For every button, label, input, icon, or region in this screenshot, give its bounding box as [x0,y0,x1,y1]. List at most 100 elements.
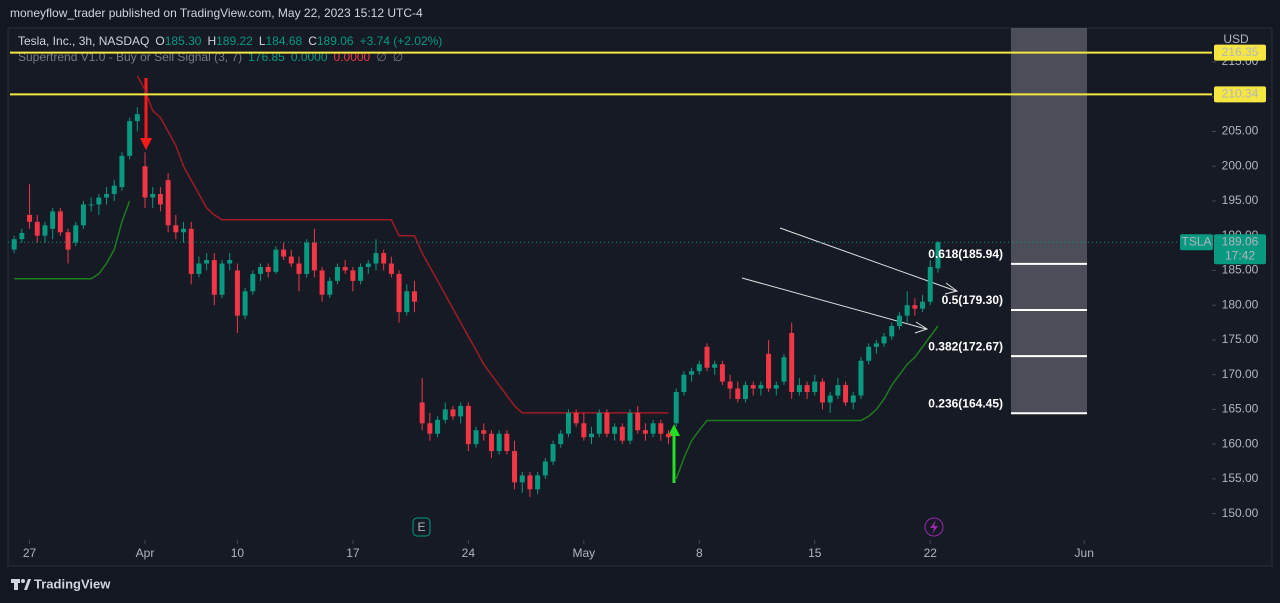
candle-body [742,385,748,399]
candle-body [689,371,695,375]
y-tick-label: 165.00 [1222,402,1259,416]
candle-body [381,253,387,264]
candle-body [858,360,864,396]
candle-body [358,266,364,281]
candle-body [889,326,895,337]
candle-body [873,343,879,347]
fib-label: 0.5(179.30) [942,293,1003,307]
candle-body [735,388,741,399]
candle-body [650,423,656,434]
y-tick-label: 160.00 [1222,436,1259,450]
level-tag [1214,86,1266,103]
indicator-readout: 0.0000 [291,50,328,64]
candle-body [527,475,533,490]
indicator-readout: 0.0000 [334,50,371,64]
candle-body [396,273,402,313]
candle-body [920,301,926,309]
candle-body [496,433,502,452]
candle-body [519,475,525,483]
x-tick-label: 24 [462,546,476,560]
legend-symbol: Tesla, Inc., 3h, NASDAQ [18,34,149,48]
candle-body [111,185,117,195]
logo-part [11,579,20,583]
candle-body [234,270,240,316]
candle-body [827,395,833,403]
candle-body [88,204,94,206]
fib-label: 0.382(172.67) [928,339,1003,353]
candle-body [304,242,310,274]
legend-value: 184.68 [266,34,303,48]
earnings-marker [412,517,431,537]
candle-body [473,430,479,445]
candle-body [773,385,779,389]
legend-key: O [155,34,164,48]
candle-body [727,381,733,389]
legend-key: C [308,34,317,48]
logo-part [14,583,18,590]
candle-body [73,225,79,243]
candle-body [435,419,441,434]
candle-body [758,385,764,389]
indicator-readout: ∅ [393,50,403,64]
candle-body [535,475,541,490]
candle-body [34,221,40,236]
candle-body [904,305,910,316]
candle-body [804,385,810,393]
publish-note: moneyflow_trader published on TradingVie… [10,6,423,20]
candle-body [296,263,302,274]
candle-body [250,273,256,292]
candle-body [365,263,371,267]
y-tick-label: 150.00 [1222,506,1259,520]
countdown-label: 17:42 [1225,248,1255,262]
candle-body [288,256,294,264]
x-tick-label: May [572,546,595,560]
candle-body [642,430,648,434]
indicator-readout: 176.85 [248,50,285,64]
candle-body [258,266,264,274]
lightning-icon [930,520,938,534]
candle-body [589,433,595,438]
dividend-marker [924,517,944,537]
arrow-head [914,321,929,334]
arrow-head [944,282,959,295]
candle-body [450,409,456,417]
y-tick-label: 200.00 [1222,158,1259,172]
candle-body [612,426,618,434]
annotation-arrow [741,277,927,330]
candle-body [488,433,494,452]
x-tick-label: Apr [136,546,155,560]
candle-body [635,412,641,431]
candle-body [419,402,425,424]
y-tick-label: 170.00 [1222,367,1259,381]
signal-head [140,138,152,150]
sell-signal [140,78,152,150]
y-tick-label: 180.00 [1222,297,1259,311]
candle-body [65,232,71,250]
legend-value: 189.22 [216,34,253,48]
candle-body [165,180,171,226]
buy-signal [668,424,680,483]
candle-body [550,444,556,462]
candle-body [319,270,325,295]
y-tick-label: 185.00 [1222,263,1259,277]
candle-body [781,357,787,382]
legend: Tesla, Inc., 3h, NASDAQ O185.30 H189.22 L18… [18,34,442,48]
candle-body [796,385,802,393]
candle-body [835,385,841,396]
fib-label: 0.618(185.94) [928,247,1003,261]
candle-body [334,266,340,281]
candle-body [227,260,233,264]
y-tick-label: 205.00 [1222,124,1259,138]
candle-body [281,249,287,257]
candle-body [42,225,48,236]
candle-body [119,155,125,188]
candle-body [565,412,571,434]
candle-body [866,346,872,361]
symbol-tag [1180,234,1213,251]
candle-body [327,280,333,295]
candle-body [404,291,410,313]
candle-body [596,412,602,434]
candle-body [712,364,718,368]
